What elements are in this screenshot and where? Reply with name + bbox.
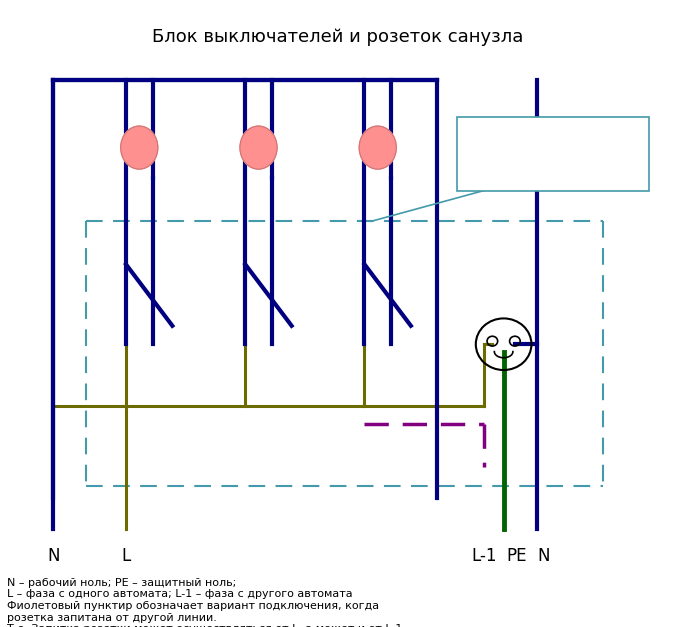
Text: Блок выключателей и розеток санузла: Блок выключателей и розеток санузла <box>152 28 524 46</box>
Text: PE: PE <box>506 547 527 565</box>
Ellipse shape <box>121 126 158 169</box>
Text: L-1: L-1 <box>471 547 496 565</box>
Text: L: L <box>122 547 130 565</box>
Bar <box>457 117 650 191</box>
Text: N: N <box>47 547 59 565</box>
Ellipse shape <box>240 126 277 169</box>
Text: Блок выключателей
и розеток: Блок выключателей и розеток <box>487 140 620 168</box>
Text: N: N <box>537 547 550 565</box>
Ellipse shape <box>359 126 396 169</box>
Text: N – рабочий ноль; PE – защитный ноль;
L – фаза с одного автомата; L-1 – фаза с д: N – рабочий ноль; PE – защитный ноль; L … <box>7 577 406 627</box>
